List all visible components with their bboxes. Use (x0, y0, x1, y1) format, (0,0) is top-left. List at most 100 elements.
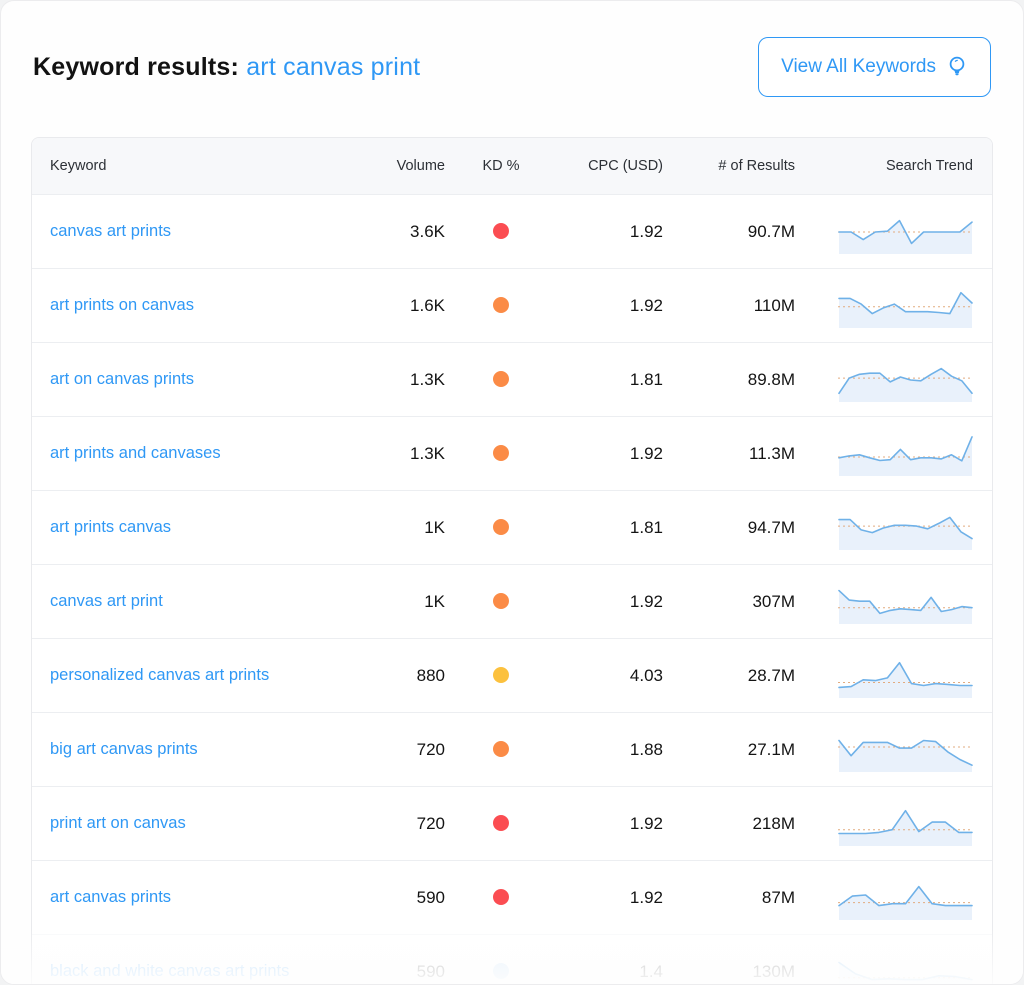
column-header-keyword: Keyword (50, 158, 107, 174)
search-trend-sparkline (838, 435, 973, 476)
kd-dot (493, 889, 509, 906)
keyword-link[interactable]: big art canvas prints (50, 740, 198, 758)
search-trend-cell (795, 579, 973, 625)
table-row: print art on canvas 720 1.92 218M (32, 786, 992, 860)
volume-value: 880 (416, 665, 445, 685)
keyword-link[interactable]: personalized canvas art prints (50, 666, 270, 684)
volume-value: 1.6K (410, 295, 445, 315)
keyword-link[interactable]: black and white canvas art prints (50, 962, 290, 980)
results-value: 11.3M (749, 443, 795, 463)
search-trend-cell (795, 283, 973, 329)
kd-dot (493, 519, 509, 536)
page-title-query: art canvas print (246, 52, 421, 81)
column-header-search-trend: Search Trend (885, 158, 973, 174)
keyword-link[interactable]: art prints and canvases (50, 444, 221, 462)
page-title: Keyword results: art canvas print (33, 53, 420, 82)
search-trend-sparkline (838, 739, 973, 772)
page-header: Keyword results: art canvas print View A… (1, 1, 1023, 125)
kd-dot (493, 963, 509, 980)
search-trend-cell (795, 875, 973, 921)
cpc-value: 1.88 (629, 739, 663, 759)
page-title-label: Keyword results: (33, 52, 240, 81)
table-body: canvas art prints 3.6K 1.92 90.7M art pr… (32, 194, 992, 984)
search-trend-sparkline (838, 367, 973, 402)
search-trend-cell (795, 357, 973, 403)
search-trend-cell (795, 949, 973, 984)
cpc-value: 1.81 (629, 369, 663, 389)
volume-value: 1.3K (410, 369, 445, 389)
column-header-volume: Volume (396, 158, 445, 174)
keyword-link[interactable]: canvas art prints (50, 222, 172, 240)
table-row: canvas art print 1K 1.92 307M (32, 564, 992, 638)
table-row: art prints on canvas 1.6K 1.92 110M (32, 268, 992, 342)
volume-value: 590 (416, 887, 445, 907)
keyword-link[interactable]: print art on canvas (50, 814, 186, 832)
search-trend-cell (795, 801, 973, 847)
results-value: 87M (761, 887, 795, 907)
column-header-cpc: CPC (USD) (588, 158, 663, 174)
keyword-link[interactable]: art canvas prints (50, 888, 172, 906)
kd-dot (493, 223, 509, 240)
cpc-value: 1.81 (629, 517, 663, 537)
volume-value: 720 (416, 739, 445, 759)
table-row: big art canvas prints 720 1.88 27.1M (32, 712, 992, 786)
search-trend-sparkline (838, 885, 973, 920)
volume-value: 590 (416, 961, 445, 981)
kd-dot (493, 593, 509, 610)
search-trend-cell (795, 209, 973, 255)
cpc-value: 1.92 (629, 443, 663, 463)
view-all-keywords-button[interactable]: View All Keywords (758, 37, 991, 97)
results-value: 110M (753, 295, 795, 315)
results-value: 28.7M (747, 665, 795, 685)
cpc-value: 1.92 (629, 887, 663, 907)
search-trend-sparkline (838, 291, 973, 328)
table-row: art on canvas prints 1.3K 1.81 89.8M (32, 342, 992, 416)
results-value: 27.1M (747, 739, 795, 759)
search-trend-cell (795, 727, 973, 773)
keyword-link[interactable]: art on canvas prints (50, 370, 194, 388)
view-all-keywords-label: View All Keywords (781, 56, 936, 77)
search-trend-sparkline (838, 661, 973, 698)
kd-dot (493, 815, 509, 832)
lightbulb-icon (946, 55, 968, 79)
volume-value: 1K (424, 517, 445, 537)
kd-dot (493, 741, 509, 758)
results-value: 90.7M (747, 221, 795, 241)
table-row: black and white canvas art prints 590 1.… (32, 934, 992, 984)
search-trend-cell (795, 505, 973, 551)
table-row: art canvas prints 590 1.92 87M (32, 860, 992, 934)
search-trend-sparkline (838, 961, 973, 984)
kd-dot (493, 445, 509, 462)
cpc-value: 1.92 (629, 221, 663, 241)
cpc-value: 1.92 (629, 591, 663, 611)
keywords-table: Keyword Volume KD % CPC (USD) # of Resul… (31, 137, 993, 984)
search-trend-sparkline (838, 219, 973, 254)
results-value: 130M (752, 961, 795, 981)
table-row: personalized canvas art prints 880 4.03 … (32, 638, 992, 712)
volume-value: 720 (416, 813, 445, 833)
kd-dot (493, 371, 509, 388)
keyword-link[interactable]: canvas art print (50, 592, 163, 610)
table-header-row: Keyword Volume KD % CPC (USD) # of Resul… (32, 138, 992, 194)
table-row: canvas art prints 3.6K 1.92 90.7M (32, 194, 992, 268)
search-trend-cell (795, 431, 973, 477)
kd-dot (493, 297, 509, 314)
search-trend-cell (795, 653, 973, 699)
kd-dot (493, 667, 509, 684)
column-header-results: # of Results (718, 158, 795, 174)
volume-value: 1.3K (410, 443, 445, 463)
keyword-link[interactable]: art prints on canvas (50, 296, 194, 314)
cpc-value: 1.92 (629, 813, 663, 833)
column-header-kd: KD % (482, 158, 520, 174)
cpc-value: 4.03 (629, 665, 663, 685)
table-row: art prints canvas 1K 1.81 94.7M (32, 490, 992, 564)
results-value: 218M (752, 813, 795, 833)
keyword-link[interactable]: art prints canvas (50, 518, 172, 536)
search-trend-sparkline (838, 516, 973, 550)
search-trend-sparkline (838, 589, 973, 624)
cpc-value: 1.92 (629, 295, 663, 315)
table-row: art prints and canvases 1.3K 1.92 11.3M (32, 416, 992, 490)
results-value: 94.7M (747, 517, 795, 537)
volume-value: 3.6K (410, 221, 445, 241)
